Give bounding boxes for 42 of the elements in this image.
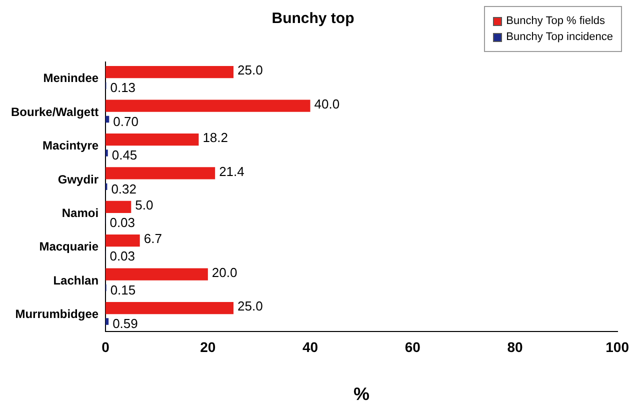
- data-label: 21.4: [219, 164, 244, 179]
- x-tick-label: 40: [302, 338, 318, 355]
- data-label: 0.70: [113, 114, 138, 129]
- bar: [106, 302, 234, 314]
- bar: [106, 66, 234, 78]
- x-tick-label: 100: [606, 338, 630, 355]
- data-label: 40.0: [314, 96, 340, 112]
- x-axis-title: %: [353, 384, 370, 404]
- data-label: 0.45: [112, 148, 138, 163]
- data-label: 25.0: [238, 298, 263, 314]
- bar: [106, 167, 216, 180]
- y-tick-label: Lachlan: [53, 273, 99, 288]
- x-tick-label: 20: [200, 338, 216, 355]
- y-tick-label: Macintyre: [42, 138, 99, 153]
- y-tick-label: Murrumbidgee: [15, 307, 99, 322]
- y-tick-label: Namoi: [62, 206, 99, 220]
- bar: [106, 268, 208, 280]
- bar: [106, 234, 140, 247]
- data-label: 6.7: [144, 231, 162, 246]
- x-tick-label: 80: [507, 338, 523, 355]
- data-label: 0.32: [111, 181, 137, 196]
- y-tick-label: Bourke/Walgett: [11, 104, 99, 119]
- y-tick-label: Menindee: [43, 71, 99, 86]
- y-tick-label: Gwydir: [58, 172, 99, 186]
- data-label: 18.2: [202, 130, 228, 146]
- bar: [106, 200, 132, 213]
- bar: [106, 133, 199, 146]
- data-label: 0.15: [110, 282, 136, 298]
- data-label: 0.59: [112, 316, 138, 332]
- data-label: 25.0: [238, 62, 263, 78]
- x-tick-label: 60: [404, 338, 421, 355]
- legend-label: Bunchy Top % fields: [505, 15, 606, 27]
- y-tick-label: Macquarie: [39, 240, 99, 254]
- data-label: 20.0: [212, 264, 238, 280]
- data-label: 0.03: [110, 248, 136, 264]
- bar: [106, 100, 310, 112]
- data-label: 5.0: [135, 197, 154, 212]
- x-tick-label: 0: [102, 338, 110, 355]
- data-label: 0.03: [110, 214, 136, 230]
- chart-title: Bunchy top: [272, 10, 354, 28]
- legend-label: Bunchy Top incidence: [505, 31, 613, 43]
- data-label: 0.13: [110, 80, 136, 96]
